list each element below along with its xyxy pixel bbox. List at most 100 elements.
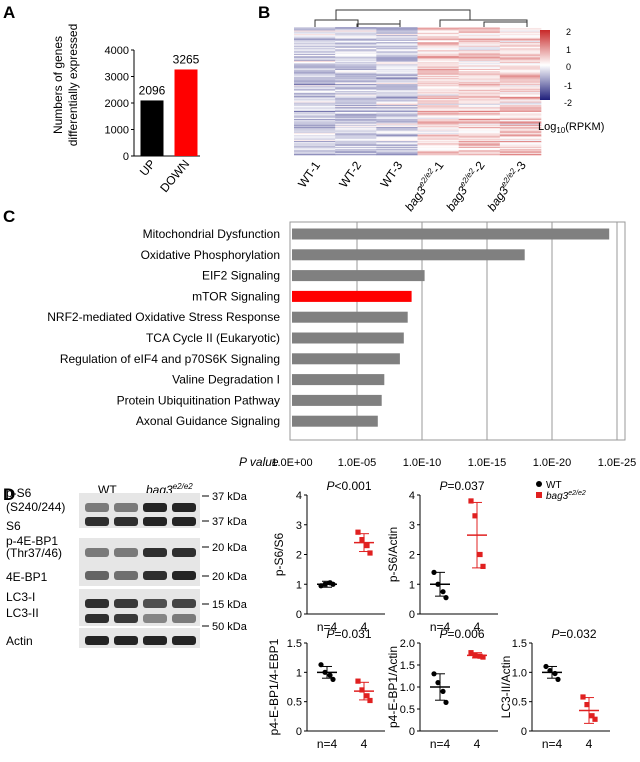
heatmap-cell: [335, 130, 377, 133]
heatmap-cell: [376, 114, 418, 116]
heatmap-cell: [335, 116, 377, 119]
panel-c-bar: [292, 228, 610, 240]
heatmap-cell: [499, 104, 542, 107]
heatmap-cell: [294, 79, 336, 81]
heatmap-cell: [417, 100, 459, 102]
heatmap-cell: [458, 33, 501, 36]
heatmap-cell: [376, 123, 418, 126]
heatmap-cell: [335, 152, 377, 155]
heatmap-cell: [294, 115, 336, 117]
heatmap-cell: [499, 68, 542, 71]
scatter-point-mutant: [477, 653, 483, 659]
scatter-ylabel: p-S6/S6: [272, 532, 286, 576]
heatmap-cell: [376, 136, 418, 138]
scatter-point-wt: [443, 699, 449, 706]
heatmap-cell: [335, 93, 377, 95]
heatmap-cell: [294, 128, 336, 130]
heatmap-cell: [376, 150, 418, 152]
heatmap-cell: [335, 109, 377, 112]
scatter-point-mutant: [367, 550, 373, 556]
heatmap-cell: [458, 38, 501, 41]
heatmap-cell: [458, 113, 501, 115]
heatmap-cell: [417, 122, 459, 124]
heatmap-cell: [417, 80, 459, 82]
blot-strip: [79, 566, 200, 586]
heatmap-cell: [335, 146, 377, 149]
heatmap-cell: [458, 54, 501, 57]
heatmap-cell: [294, 111, 336, 114]
heatmap-cell: [417, 114, 459, 116]
scatter-n-label: 4: [361, 620, 368, 634]
scatter-point-wt: [435, 581, 441, 587]
heatmap-cell: [458, 139, 501, 142]
heatmap-cell: [417, 65, 459, 67]
heatmap-cell: [458, 53, 501, 56]
heatmap-cell: [335, 131, 377, 134]
heatmap-cell: [294, 44, 336, 46]
heatmap-cell: [499, 136, 542, 138]
heatmap-cell: [458, 61, 501, 64]
heatmap-cell: [294, 107, 336, 109]
heatmap-cell: [499, 46, 542, 49]
panel-c-xtick-label: 1.0E-10: [403, 457, 442, 469]
heatmap-cell: [376, 125, 418, 128]
heatmap-cell: [499, 51, 542, 53]
panel-d-scatter-plots: 0 1 2 3 4 p-S6/S6 P<0.001 n=4 4 0 1 2 3 4 p-S6/Actin P=…: [267, 479, 610, 751]
heatmap-cell: [335, 67, 377, 70]
heatmap-cell: [458, 93, 501, 95]
scatter-point-mutant: [584, 702, 590, 708]
heatmap-cell: [499, 143, 542, 145]
heatmap-cell: [376, 60, 418, 63]
heatmap-cell: [417, 127, 459, 129]
blot-row-label: Actin: [6, 634, 33, 648]
heatmap-cell: [335, 127, 377, 129]
heatmap-cell: [294, 72, 336, 74]
heatmap-cell: [458, 37, 501, 39]
heatmap-column-label: WT-3: [377, 158, 405, 190]
heatmap-cell: [294, 73, 336, 76]
heatmap-cell: [458, 104, 501, 107]
heatmap-cell: [294, 138, 336, 141]
heatmap-cell: [417, 45, 459, 48]
scatter-point-mutant: [367, 697, 373, 704]
heatmap-cell: [417, 87, 459, 89]
heatmap-cell: [376, 144, 418, 146]
heatmap-cell: [499, 123, 542, 126]
heatmap-cell: [294, 71, 336, 73]
heatmap-cell: [499, 52, 542, 55]
heatmap-cell: [417, 153, 459, 156]
heatmap-cell: [417, 88, 459, 91]
scatter-ytick-label: 0: [409, 726, 415, 738]
heatmap-cell: [294, 32, 336, 35]
blot-row-label: p-4E-BP1: [6, 534, 58, 548]
colorbar-tick-1: 1: [566, 45, 571, 55]
panel-a-category-label: UP: [137, 157, 158, 179]
heatmap-cell: [499, 118, 542, 121]
heatmap-cell: [499, 60, 542, 63]
scatter-point-wt: [547, 667, 553, 674]
heatmap-cell: [376, 109, 418, 112]
heatmap-cell: [417, 30, 459, 32]
panel-c-pathway-chart: P value 1.0E+00 1.0E-05 1.0E-10 1.0E-15 1.0E…: [47, 221, 636, 469]
heatmap-cell: [417, 27, 459, 29]
heatmap-cell: [458, 121, 501, 123]
blot-band: [143, 503, 167, 512]
heatmap-cell: [294, 38, 336, 41]
heatmap-cell: [417, 44, 459, 46]
heatmap-cell: [376, 100, 418, 102]
heatmap-cell: [335, 81, 377, 84]
heatmap-cell: [376, 28, 418, 30]
scatter-ytick-label: 1.0: [400, 682, 415, 694]
heatmap-cell: [294, 58, 336, 60]
heatmap-cell: [458, 49, 501, 51]
colorbar-tick-neg1: -1: [564, 81, 572, 91]
heatmap-cell: [417, 137, 459, 140]
heatmap-column-label: bag3e2/e2-3: [484, 158, 529, 214]
heatmap-cell: [376, 73, 418, 76]
heatmap-cell: [417, 78, 459, 80]
heatmap-cell: [376, 31, 418, 34]
scatter-n-label: n=4: [317, 620, 338, 634]
panel-c-xtick-label: 1.0E-15: [468, 457, 507, 469]
scatter-point-wt: [435, 680, 441, 686]
panel-d-western-blot: WT bag3e2/e2 p-S6(S240/244)S6p-4E-BP1(Th…: [6, 482, 248, 648]
